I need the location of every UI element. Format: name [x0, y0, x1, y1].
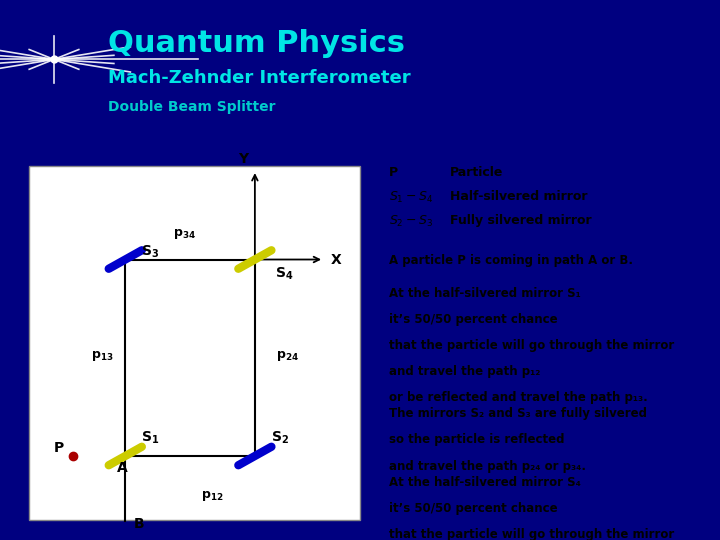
Text: and travel the path p₁₂: and travel the path p₁₂	[389, 365, 540, 378]
Text: Mach-Zehnder Interferometer: Mach-Zehnder Interferometer	[108, 69, 410, 87]
Text: At the half-silvered mirror S₄: At the half-silvered mirror S₄	[389, 476, 580, 489]
Text: P: P	[53, 441, 63, 455]
Text: Particle: Particle	[450, 166, 503, 179]
Text: that the particle will go through the mirror: that the particle will go through the mi…	[389, 528, 674, 540]
Text: A: A	[117, 461, 127, 475]
Text: $S_1 - S_4$: $S_1 - S_4$	[389, 190, 433, 205]
Text: Half-silvered mirror: Half-silvered mirror	[450, 190, 588, 203]
Text: Fully silvered mirror: Fully silvered mirror	[450, 214, 592, 227]
Text: $\mathbf{p_{24}}$: $\mathbf{p_{24}}$	[276, 349, 300, 363]
Text: $\mathbf{S_1}$: $\mathbf{S_1}$	[141, 430, 159, 447]
Text: $\mathbf{p_{13}}$: $\mathbf{p_{13}}$	[91, 349, 113, 363]
Text: that the particle will go through the mirror: that the particle will go through the mi…	[389, 339, 674, 352]
Text: At the half-silvered mirror S₁: At the half-silvered mirror S₁	[389, 287, 580, 300]
FancyBboxPatch shape	[29, 166, 360, 520]
Text: so the particle is reflected: so the particle is reflected	[389, 434, 564, 447]
Text: it’s 50/50 percent chance: it’s 50/50 percent chance	[389, 502, 557, 515]
Text: $\mathbf{p_{12}}$: $\mathbf{p_{12}}$	[201, 489, 223, 503]
Text: $S_2 - S_3$: $S_2 - S_3$	[389, 214, 433, 230]
Text: or be reflected and travel the path p₁₃.: or be reflected and travel the path p₁₃.	[389, 391, 647, 404]
Text: Y: Y	[238, 152, 248, 166]
Text: it’s 50/50 percent chance: it’s 50/50 percent chance	[389, 313, 557, 326]
Text: A particle P is coming in path A or B.: A particle P is coming in path A or B.	[389, 254, 633, 267]
Text: P: P	[389, 166, 398, 179]
Text: Quantum Physics: Quantum Physics	[108, 29, 405, 58]
Text: Double Beam Splitter: Double Beam Splitter	[108, 100, 276, 114]
Text: $\mathbf{S_4}$: $\mathbf{S_4}$	[275, 266, 294, 282]
Text: $\mathbf{p_{34}}$: $\mathbf{p_{34}}$	[173, 227, 196, 241]
Text: $\mathbf{S_3}$: $\mathbf{S_3}$	[141, 244, 159, 260]
Text: The mirrors S₂ and S₃ are fully silvered: The mirrors S₂ and S₃ are fully silvered	[389, 407, 647, 420]
Text: and travel the path p₂₄ or p₃₄.: and travel the path p₂₄ or p₃₄.	[389, 460, 586, 472]
Text: B: B	[134, 517, 145, 531]
Text: X: X	[331, 253, 342, 267]
Text: $\mathbf{S_2}$: $\mathbf{S_2}$	[271, 430, 289, 447]
